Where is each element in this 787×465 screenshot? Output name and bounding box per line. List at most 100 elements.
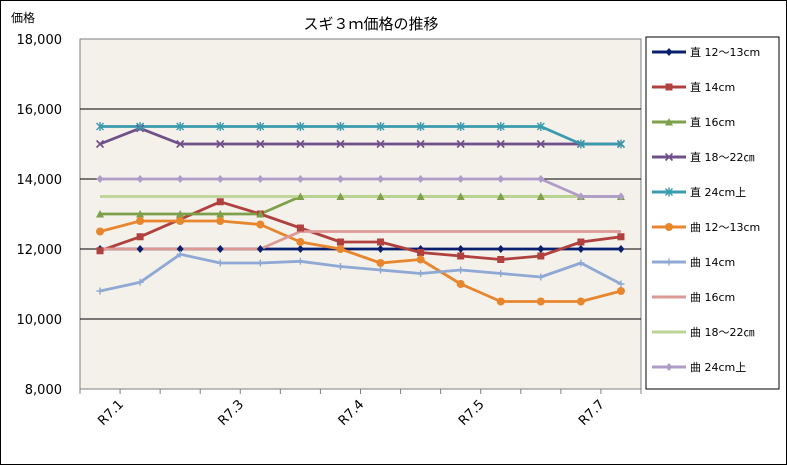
legend-marker [665, 83, 673, 91]
data-point [296, 139, 305, 149]
data-point [537, 273, 545, 281]
data-point [296, 245, 304, 253]
data-point [496, 297, 505, 306]
legend-marker [665, 223, 673, 231]
data-point [417, 175, 425, 183]
data-point [96, 210, 105, 218]
data-point [377, 175, 385, 183]
data-point [216, 259, 224, 267]
data-point [577, 192, 585, 201]
y-tick-label: 12,000 [17, 243, 63, 258]
data-point [216, 198, 224, 206]
data-point [456, 192, 465, 200]
data-point [457, 266, 465, 274]
data-point [376, 139, 385, 149]
legend-box [645, 36, 780, 390]
data-point [417, 249, 425, 256]
data-point [256, 259, 264, 267]
data-point [456, 122, 465, 131]
data-point [576, 139, 585, 149]
data-point [256, 139, 265, 149]
data-point [496, 192, 505, 200]
data-point [497, 175, 505, 183]
legend-label: 直 12〜13cm [690, 45, 760, 59]
legend-label: 曲 12〜13cm [690, 221, 760, 234]
data-point [336, 139, 345, 149]
legend-label: 直 16cm [690, 115, 735, 129]
data-point [136, 233, 144, 241]
data-point [416, 139, 425, 149]
data-point [536, 192, 545, 200]
data-point [536, 297, 545, 306]
data-point [296, 192, 305, 200]
chart-title: スギ３ｍ価格の推移 [303, 15, 438, 33]
series-markers [95, 122, 626, 306]
data-point [456, 280, 465, 288]
x-tick-label: R7.7 [576, 397, 608, 429]
data-point [457, 252, 465, 260]
data-point [176, 175, 184, 183]
legend-label: 曲 18〜22㎝ [690, 326, 755, 339]
series-line [99, 219, 622, 303]
data-point [496, 122, 505, 131]
data-point [256, 175, 264, 183]
series-lines [99, 125, 622, 303]
data-point [537, 245, 545, 253]
x-tick-label: R7.5 [456, 397, 488, 429]
data-point [176, 217, 185, 225]
data-point [96, 122, 105, 131]
data-point [176, 250, 184, 258]
legend-marker [665, 363, 673, 371]
data-point [536, 122, 545, 131]
data-point [176, 210, 185, 218]
y-tick-label: 14,000 [17, 173, 63, 188]
data-point [377, 266, 385, 274]
data-point [536, 139, 545, 149]
data-point [537, 252, 545, 260]
data-point [336, 122, 345, 131]
data-point [96, 247, 104, 255]
data-point [416, 122, 425, 131]
data-point [216, 122, 225, 131]
data-point [136, 217, 145, 225]
data-point [617, 233, 625, 241]
x-tick-marks [79, 389, 642, 394]
data-point [256, 122, 265, 131]
data-point [136, 210, 145, 218]
data-point [216, 175, 224, 183]
data-point [256, 245, 264, 253]
data-point [136, 175, 144, 183]
data-point [216, 210, 225, 218]
data-point [617, 280, 625, 288]
legend-marker [665, 258, 673, 266]
data-point [176, 245, 184, 253]
data-point [216, 217, 225, 225]
data-point [456, 139, 465, 149]
data-point [497, 256, 505, 263]
data-point [617, 245, 625, 253]
legend-label: 曲 16cm [690, 291, 735, 304]
legend-label: 直 18〜22㎝ [690, 150, 755, 164]
data-point [336, 175, 344, 183]
data-point [216, 245, 224, 253]
x-tick-label: R7.3 [216, 397, 248, 429]
data-point [216, 139, 225, 149]
x-tick-labels: R7.1 R7.3 R7.4 R7.5 R7.7 [95, 397, 607, 429]
y-unit-label: 価格 [11, 10, 35, 25]
data-point [577, 238, 585, 246]
y-tick-label: 8,000 [25, 383, 62, 398]
data-point [537, 175, 545, 183]
data-point [617, 192, 625, 201]
data-point [496, 139, 505, 149]
data-point [336, 245, 345, 253]
data-point [417, 270, 425, 277]
data-point [376, 122, 385, 131]
data-point [376, 259, 385, 267]
legend-label: 曲 14cm [690, 256, 735, 269]
data-point [136, 278, 144, 286]
data-point [616, 287, 625, 295]
series-line [99, 126, 621, 146]
data-point [576, 297, 585, 306]
